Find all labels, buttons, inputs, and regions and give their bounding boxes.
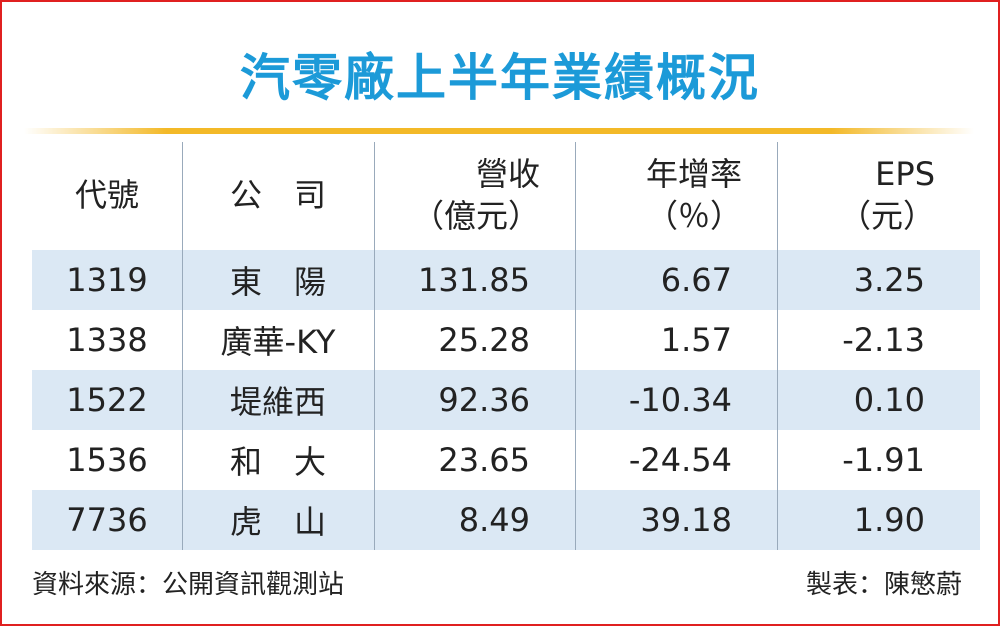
table-cell: 23.65	[438, 441, 530, 479]
header-text: （％）	[645, 196, 742, 235]
header-cell: 年增率 （％）	[575, 142, 777, 247]
source: 資料來源：公開資訊觀測站	[32, 570, 345, 600]
header-text: EPS	[875, 154, 935, 193]
table-cell: 1522	[66, 381, 148, 419]
header-cell: 營收 （億元）	[374, 142, 575, 247]
table-cell: 6.67	[660, 261, 732, 299]
table-cell: 92.36	[438, 381, 530, 419]
header-text: 公 司	[229, 175, 326, 214]
table-cell: 和 大	[229, 443, 326, 481]
row-shade	[32, 490, 980, 550]
table-cell: 39.18	[640, 501, 732, 539]
column-divider	[182, 142, 183, 550]
table-cell: -2.13	[842, 321, 925, 359]
table-cell: 虎 山	[229, 503, 326, 541]
table-cell: 東 陽	[229, 263, 326, 301]
table-cell: 131.85	[418, 261, 530, 299]
header-cell: EPS （元）	[777, 142, 980, 247]
table-cell: 1536	[66, 441, 148, 479]
title: 汽零廠上半年業績概況	[240, 49, 760, 107]
table-cell: 3.25	[853, 261, 925, 299]
header-cell: 公 司	[182, 142, 374, 247]
table-cell: -10.34	[628, 381, 732, 419]
table-cell: 廣華-KY	[220, 323, 336, 361]
header-text: 年增率	[645, 154, 742, 193]
table-cell: 0.10	[853, 381, 925, 419]
table-cell: 1319	[66, 261, 148, 299]
table-cell: 8.49	[458, 501, 530, 539]
table-cell: 堤維西	[229, 383, 326, 421]
maker: 製表：陳慜蔚	[805, 570, 962, 600]
column-divider	[374, 142, 375, 550]
column-divider	[777, 142, 778, 550]
divider	[24, 128, 974, 134]
header-cell: 代號	[32, 142, 182, 247]
table-cell: 1338	[66, 321, 148, 359]
table-cell: 1.90	[853, 501, 925, 539]
row-shade	[32, 250, 980, 310]
table-cell: 25.28	[438, 321, 530, 359]
table-cell: 1.57	[660, 321, 732, 359]
table-cell: -1.91	[842, 441, 925, 479]
table-cell: 7736	[66, 501, 148, 539]
header-text: （元）	[838, 196, 935, 235]
header-text: 營收	[475, 154, 540, 193]
table-cell: -24.54	[628, 441, 732, 479]
column-divider	[575, 142, 576, 550]
header-text: （億元）	[411, 196, 540, 235]
header-text: 代號	[74, 175, 139, 214]
row-shade	[32, 370, 980, 430]
